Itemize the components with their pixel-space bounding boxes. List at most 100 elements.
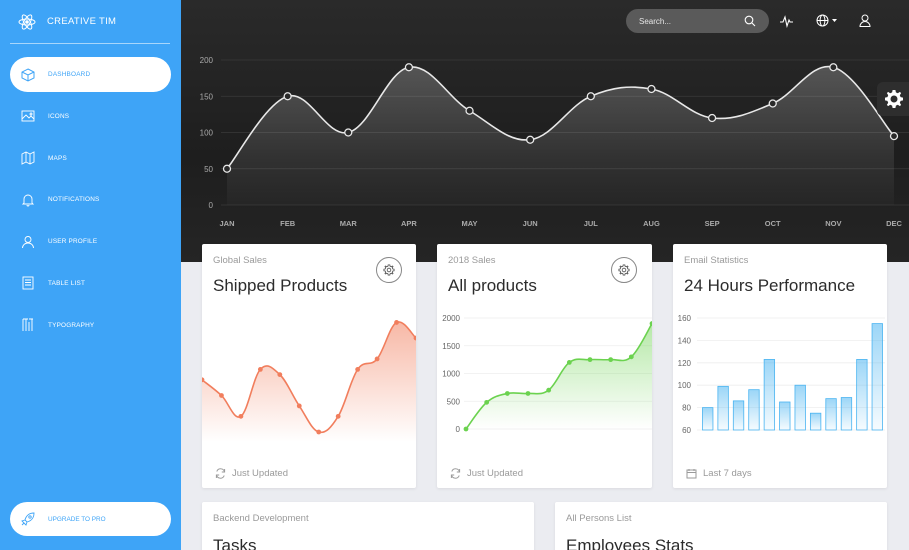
card-title: Shipped Products <box>213 276 348 295</box>
sidebar-item-label: ICONS <box>48 112 70 120</box>
x-tick-label: NOV <box>825 219 841 228</box>
sidebar-item-label: DASHBOARD <box>48 71 91 78</box>
card-title: Tasks <box>213 536 257 550</box>
data-point <box>504 391 510 396</box>
x-tick-label: JAN <box>219 219 234 228</box>
globe-icon <box>816 14 829 27</box>
data-point <box>335 413 341 419</box>
y-tick-label: 60 <box>682 426 691 435</box>
x-tick-label: MAR <box>340 219 358 228</box>
activity-icon[interactable] <box>780 15 793 28</box>
data-point <box>484 399 490 405</box>
bar <box>809 412 822 431</box>
map-icon <box>21 151 35 165</box>
sidebar-item-label: MAPS <box>48 154 67 162</box>
data-point <box>463 426 469 432</box>
bar <box>856 359 868 431</box>
search-input[interactable]: Search... <box>626 9 769 33</box>
brand-name: CREATIVE TIM <box>47 16 117 27</box>
gear-icon <box>383 264 395 276</box>
refresh-icon <box>215 468 226 479</box>
typography-icon <box>21 318 35 332</box>
data-point <box>526 135 535 144</box>
settings-toggle[interactable] <box>877 82 909 116</box>
bar <box>794 384 806 431</box>
user-menu-icon[interactable] <box>859 14 871 27</box>
card-subtitle: Email Statistics <box>684 255 749 266</box>
y-tick-label: 1000 <box>442 370 460 379</box>
card-tasks: Backend Development Tasks <box>202 502 534 550</box>
data-point <box>608 357 614 363</box>
card-footer-text: Last 7 days <box>703 468 752 479</box>
bar <box>825 398 837 431</box>
area-fill <box>202 321 416 442</box>
brand[interactable]: CREATIVE TIM <box>10 0 170 44</box>
card-shipped-products: Global Sales Shipped Products Just Updat… <box>202 244 416 488</box>
y-tick-label: 1500 <box>442 342 460 351</box>
x-tick-label: OCT <box>765 219 781 228</box>
sidebar-item-typography[interactable]: TYPOGRAPHY <box>10 308 171 343</box>
data-point <box>768 99 777 108</box>
y-tick-label: 140 <box>678 336 692 345</box>
card-settings-button[interactable] <box>376 257 402 283</box>
bell-icon <box>21 193 35 207</box>
data-point <box>566 360 572 365</box>
data-point <box>829 63 838 72</box>
sidebar-item-table-list[interactable]: TABLE LIST <box>10 266 171 301</box>
y-tick-label: 100 <box>678 381 692 390</box>
y-tick-label: 120 <box>678 359 692 368</box>
series-line <box>465 323 652 430</box>
card-settings-button[interactable] <box>611 257 637 283</box>
card-footer: Just Updated <box>215 468 288 479</box>
data-point <box>587 357 593 363</box>
bar <box>717 385 729 431</box>
y-tick-label: 50 <box>204 165 213 174</box>
sidebar-item-notifications[interactable]: NOTIFICATIONS <box>10 182 171 217</box>
card-footer-text: Just Updated <box>232 468 288 479</box>
gear-icon <box>618 264 630 276</box>
card-title: 24 Hours Performance <box>684 276 856 295</box>
x-tick-label: APR <box>401 219 417 228</box>
data-point <box>277 372 283 378</box>
bar <box>840 397 853 431</box>
sidebar: CREATIVE TIM DASHBOARD ICONS MAPS NOTIFI… <box>0 0 181 550</box>
sidebar-nav: DASHBOARD ICONS MAPS NOTIFICATIONS USER … <box>10 57 171 350</box>
x-tick-label: MAY <box>462 219 478 228</box>
sidebar-item-label: NOTIFICATIONS <box>48 196 100 204</box>
data-point <box>344 128 353 137</box>
hero-panel: 0 50 100 150 200 JAN FEB MAR APR MAY JUN JUL AUG SEP O… <box>181 0 909 262</box>
card-subtitle: All Persons List <box>566 513 632 524</box>
card-employees-stats: All Persons List Employees Stats <box>555 502 887 550</box>
y-tick-label: 0 <box>209 201 214 210</box>
card-footer-text: Just Updated <box>467 468 523 479</box>
main-line-chart: 0 50 100 150 200 JAN FEB MAR APR MAY JUN JUL AUG SEP O… <box>200 56 909 228</box>
search-icon[interactable] <box>744 15 756 27</box>
y-tick-label: 150 <box>200 92 214 101</box>
data-point <box>413 335 416 341</box>
globe-dropdown[interactable] <box>816 14 837 27</box>
atom-icon <box>18 13 36 31</box>
sidebar-item-icons[interactable]: ICONS <box>10 99 171 134</box>
calendar-icon <box>686 468 697 479</box>
data-point <box>586 92 595 101</box>
data-point <box>222 164 232 173</box>
x-tick-label: JUN <box>523 219 538 228</box>
y-tick-label: 500 <box>447 397 461 406</box>
list-icon <box>21 276 35 290</box>
image-icon <box>21 109 35 123</box>
card-subtitle: Global Sales <box>213 255 267 266</box>
card-footer: Last 7 days <box>686 468 752 479</box>
rocket-icon <box>21 512 35 526</box>
upgrade-label: UPGRADE TO PRO <box>48 515 106 523</box>
x-tick-label: DEC <box>886 219 902 228</box>
data-point <box>546 387 552 393</box>
data-point <box>465 106 474 115</box>
user-icon <box>21 235 35 249</box>
data-point <box>219 393 224 398</box>
sidebar-item-user-profile[interactable]: USER PROFILE <box>10 224 171 259</box>
sidebar-item-dashboard[interactable]: DASHBOARD <box>10 57 171 92</box>
card-title: All products <box>448 276 537 295</box>
data-point <box>647 84 656 94</box>
upgrade-button[interactable]: UPGRADE TO PRO <box>10 502 171 536</box>
sidebar-item-maps[interactable]: MAPS <box>10 141 171 176</box>
